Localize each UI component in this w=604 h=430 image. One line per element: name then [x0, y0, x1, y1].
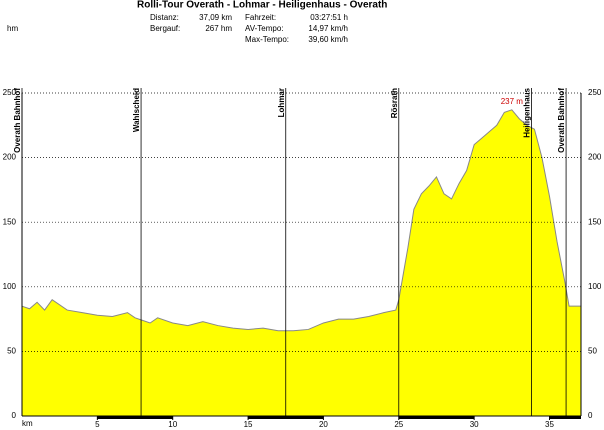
stat-value: 267 hm	[205, 24, 232, 33]
y-tick-label-right: 250	[588, 88, 602, 97]
waypoint-label: Lohmar	[277, 88, 286, 117]
stat-label: Max-Tempo:	[245, 35, 289, 44]
stat-label: Fahrzeit:	[245, 13, 276, 22]
waypoint-label: Overath Bahnhof	[557, 88, 566, 153]
waypoint-label: Rösrath	[390, 88, 399, 118]
y-tick-label: 200	[3, 153, 17, 162]
scale-band	[248, 416, 324, 419]
waypoint-label: Overath Bahnhof	[13, 88, 22, 153]
waypoint-label: Heiligenhaus	[523, 87, 532, 137]
y-tick-label-right: 100	[588, 282, 602, 291]
chart-title: Rolli-Tour Overath - Lohmar - Heiligenha…	[137, 0, 387, 11]
y-tick-label: 50	[7, 347, 16, 356]
scale-band	[97, 416, 173, 419]
stat-label: Bergauf:	[150, 24, 180, 33]
y-tick-label: 0	[12, 411, 17, 420]
y-axis-label: hm	[7, 24, 18, 33]
y-tick-label: 150	[3, 217, 17, 226]
x-tick-label: 5	[95, 420, 100, 429]
scale-band	[398, 416, 475, 419]
stat-label: Distanz:	[150, 13, 179, 22]
y-tick-label-right: 0	[588, 411, 593, 420]
scale-band	[549, 416, 581, 419]
y-tick-label: 100	[3, 282, 17, 291]
area-line	[21, 109, 581, 332]
stat-value: 39,60 km/h	[308, 35, 348, 44]
stat-value: 37,09 km	[199, 13, 232, 22]
x-tick-label: 10	[168, 420, 177, 429]
x-tick-label: 20	[319, 420, 328, 429]
stat-value: 03:27:51 h	[310, 13, 348, 22]
x-tick-label: 25	[394, 420, 403, 429]
y-tick-label-right: 50	[588, 347, 597, 356]
x-axis-label: km	[22, 419, 33, 428]
waypoint-label: Wahlscheid	[132, 88, 141, 132]
stat-label: AV-Tempo:	[245, 24, 284, 33]
max-annotation: 237 m	[501, 97, 524, 106]
y-tick-label-right: 200	[588, 153, 602, 162]
stat-value: 14,97 km/h	[308, 24, 348, 33]
x-tick-label: 35	[545, 420, 554, 429]
area-fill	[22, 109, 581, 417]
x-tick-label: 15	[244, 420, 253, 429]
x-tick-label: 30	[470, 420, 479, 429]
y-tick-label-right: 150	[588, 217, 602, 226]
y-tick-label: 250	[3, 88, 17, 97]
